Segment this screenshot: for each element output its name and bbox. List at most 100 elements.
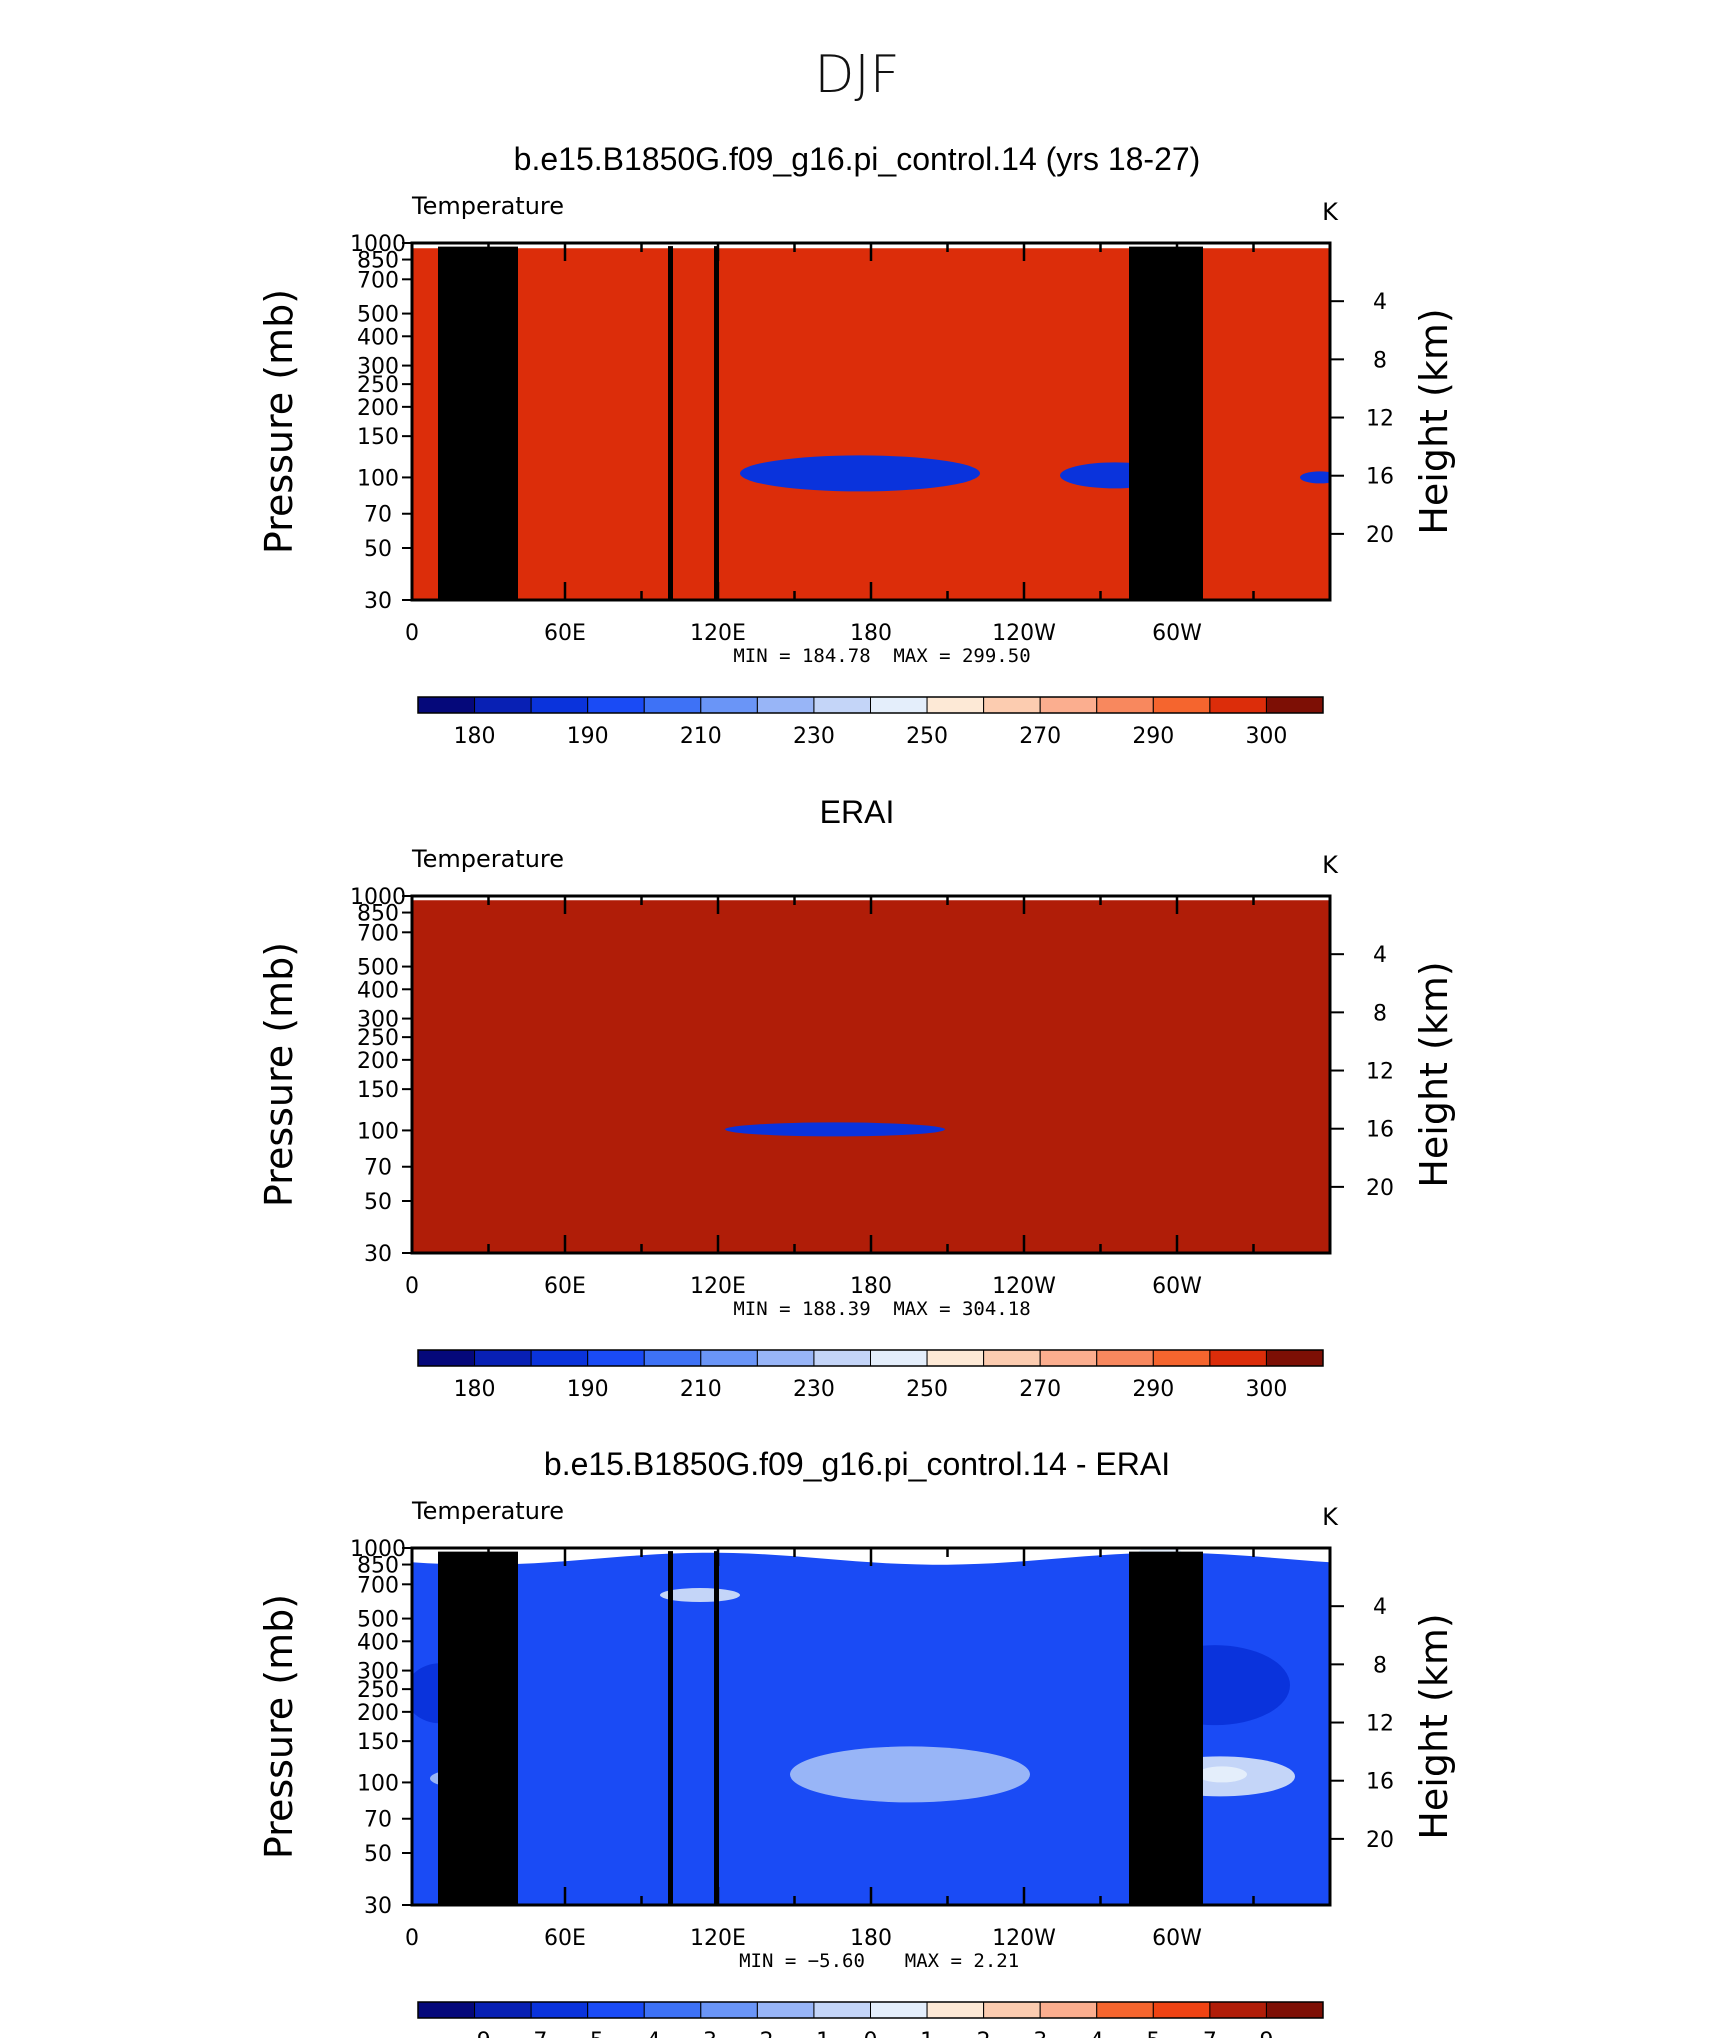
land-mask	[482, 1555, 497, 1905]
colorbar-frame	[417, 696, 1324, 714]
colorbar-label: 270	[1019, 1377, 1061, 1402]
x-tick-label: 120W	[992, 1926, 1056, 1951]
colorbar-label: 180	[454, 724, 496, 749]
x-tick-label: 120W	[992, 1274, 1056, 1299]
contour-panel-2: ERAI Temperature K 0 60E 120E 180 120W 60W 30 50 70…	[257, 794, 1456, 1402]
colorbar-swatch	[417, 2001, 476, 2019]
y-tick-label: 850	[357, 249, 399, 274]
y-tick-label: 400	[357, 978, 399, 1003]
y-right-tick-label: 16	[1366, 1118, 1394, 1143]
colorbar-swatch	[756, 2001, 815, 2019]
land-mask	[438, 1551, 518, 1905]
y-tick-label: 400	[357, 1630, 399, 1655]
y-axis-label: Pressure (mb)	[257, 289, 301, 554]
y-tick-label: 500	[357, 1608, 399, 1633]
y-tick-label: 30	[364, 1894, 392, 1919]
colorbar-label: 3	[1033, 2029, 1047, 2038]
y-right-tick-label: 12	[1366, 1712, 1394, 1737]
colorbar-label: 300	[1245, 724, 1287, 749]
colorbar-swatch	[1265, 1349, 1324, 1367]
y-right-tick-label: 4	[1373, 943, 1387, 968]
y-tick-label: 500	[357, 956, 399, 981]
y-right-tick-label: 16	[1366, 1770, 1394, 1795]
y-right-tick-label: 20	[1366, 1176, 1394, 1201]
colorbar-swatch	[1209, 2001, 1267, 2019]
colorbar-swatch	[587, 2001, 645, 2019]
y-right-tick-label: 20	[1366, 523, 1394, 548]
y-tick-label: 30	[364, 589, 392, 614]
colorbar: 180 190 210 230 250 270 290 300	[417, 696, 1324, 749]
y-tick-label: 700	[357, 1573, 399, 1598]
contour-blob	[740, 455, 980, 492]
y-right-tick-label: 8	[1373, 1653, 1387, 1678]
x-tick-label: 60W	[1152, 621, 1202, 646]
y-tick-label: 850	[357, 1554, 399, 1579]
y-axis-label: Pressure (mb)	[257, 942, 301, 1207]
colorbar-label: 5	[1146, 2029, 1160, 2038]
contour-blob	[790, 1746, 1030, 1803]
x-tick-label: 0	[405, 1274, 419, 1299]
y-tick-label: 700	[357, 921, 399, 946]
y-right-axis-label: Height (km)	[1412, 1613, 1456, 1839]
y-tick-label: 150	[357, 1078, 399, 1103]
colorbar-label: 9	[1259, 2029, 1273, 2038]
colorbar-swatch	[1152, 2001, 1211, 2019]
colorbar-swatch	[643, 1349, 702, 1367]
contour-panel-1: b.e15.B1850G.f09_g16.pi_control.14 (yrs …	[257, 141, 1456, 749]
land-mask	[668, 1551, 673, 1905]
colorbar-label: −9	[458, 2029, 490, 2038]
y-right-tick-label: 8	[1373, 1001, 1387, 1026]
contour-blob	[660, 1588, 740, 1603]
colorbar-swatch	[756, 1349, 815, 1367]
colorbar-label: 230	[793, 1377, 835, 1402]
y-tick-label: 300	[357, 1008, 399, 1033]
colorbar-swatch	[983, 1349, 1041, 1367]
y-tick-label: 200	[357, 396, 399, 421]
y-right-tick-label: 4	[1373, 1595, 1387, 1620]
colorbar-swatch	[926, 696, 985, 714]
colorbar-swatch	[587, 1349, 645, 1367]
colorbar-swatch	[1209, 696, 1267, 714]
contour-band	[412, 1552, 1330, 1905]
figure-title: DJF	[814, 45, 899, 105]
y-tick-label: 400	[357, 325, 399, 350]
y-tick-label: 50	[364, 1842, 392, 1867]
colorbar-swatch	[700, 2001, 758, 2019]
colorbar-swatch	[587, 696, 645, 714]
colorbar-label: 250	[906, 724, 948, 749]
colorbar-label: −1	[798, 2029, 830, 2038]
contour-blob	[725, 1122, 945, 1137]
panel-title: ERAI	[820, 794, 895, 830]
colorbar-swatch	[870, 1349, 928, 1367]
colorbar-label: 190	[567, 724, 609, 749]
colorbar-swatch	[474, 2001, 532, 2019]
colorbar-swatch	[813, 2001, 871, 2019]
y-axis-label: Pressure (mb)	[257, 1594, 301, 1859]
colorbar-frame	[417, 1349, 1324, 1367]
y-tick-label: 700	[357, 268, 399, 293]
colorbar-swatch	[1096, 1349, 1154, 1367]
x-tick-label: 60W	[1152, 1926, 1202, 1951]
colorbar-swatch	[474, 696, 532, 714]
y-tick-label: 150	[357, 425, 399, 450]
units-label: K	[1322, 198, 1339, 226]
panel-title: b.e15.B1850G.f09_g16.pi_control.14 (yrs …	[514, 141, 1201, 177]
colorbar-swatch	[530, 696, 589, 714]
y-tick-label: 200	[357, 1049, 399, 1074]
colorbar-swatch	[1039, 2001, 1098, 2019]
max-label: MAX = 304.18	[893, 1298, 1030, 1320]
colorbar-label: 0	[864, 2029, 878, 2038]
y-right-tick-label: 16	[1366, 465, 1394, 490]
y-tick-label: 70	[364, 1156, 392, 1181]
y-right-tick-label: 8	[1373, 348, 1387, 373]
y-tick-label: 100	[357, 1119, 399, 1144]
land-mask	[714, 1551, 719, 1905]
x-tick-label: 180	[850, 621, 892, 646]
y-tick-label: 30	[364, 1242, 392, 1267]
colorbar-label: 230	[793, 724, 835, 749]
land-mask	[482, 250, 497, 600]
variable-label: Temperature	[411, 845, 564, 873]
y-right-tick-label: 20	[1366, 1828, 1394, 1853]
